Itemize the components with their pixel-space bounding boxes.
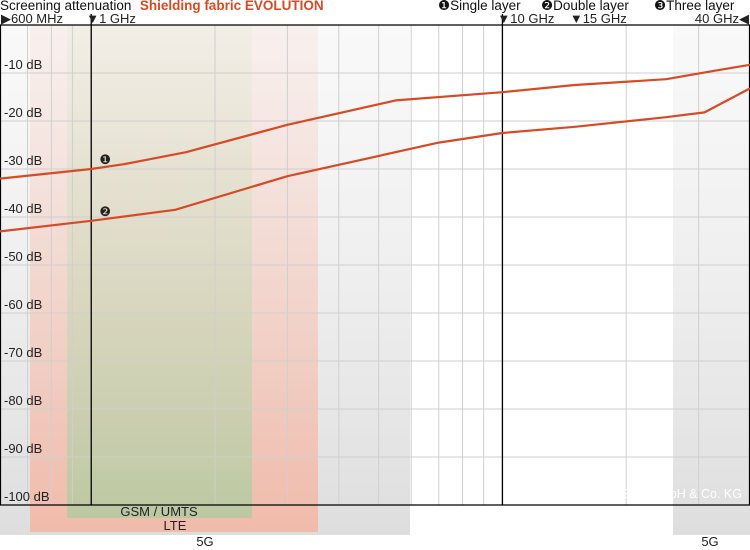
y-tick-label: -80 dB	[4, 393, 42, 408]
legend-label-single: Single layer	[450, 0, 521, 13]
y-axis-ticks: -10 dB -20 dB -30 dB -40 dB -50 dB -60 dB -70 …	[4, 57, 50, 504]
band-label-gsm-umts: GSM / UMTS	[120, 504, 198, 519]
legend-entry-single: ❶Single layer	[438, 0, 521, 13]
y-tick-label: -90 dB	[4, 441, 42, 456]
chart-title: Screening attenuation Shielding fabric E…	[0, 0, 324, 14]
series-marker-1: ❶	[99, 152, 111, 167]
band-footer	[0, 505, 750, 550]
legend-label-double: Double layer	[553, 0, 629, 13]
y-tick-label: -70 dB	[4, 345, 42, 360]
frequency-markers: ▶600 MHz ▼1 GHz ▼10 GHz ▼15 GHz 40 GHz◀	[1, 11, 749, 505]
title-prefix: Screening attenuation	[0, 0, 131, 13]
band-label-5g-high: 5G	[701, 534, 718, 549]
y-tick-label: -40 dB	[4, 201, 42, 216]
y-tick-label: -20 dB	[4, 105, 42, 120]
y-tick-label: -30 dB	[4, 153, 42, 168]
legend-entry-three: ❸Three layer	[654, 0, 735, 13]
frequency-bands	[0, 25, 750, 550]
frequency-marker-label: ▼10 GHz	[497, 11, 554, 26]
title-product: Shielding fabric EVOLUTION	[140, 0, 324, 13]
legend-glyph-double: ❷	[541, 0, 553, 13]
band-label-lte: LTE	[164, 518, 187, 533]
series-marker-2: ❷	[99, 204, 111, 219]
grid	[0, 24, 750, 506]
band-gsm-umts	[67, 25, 252, 518]
band-label-5g-low: 5G	[196, 534, 213, 549]
legend-label-three: Three layer	[666, 0, 735, 13]
legend-entry-double: ❷Double layer	[541, 0, 629, 13]
band-5g-high	[673, 25, 750, 535]
y-tick-label: -50 dB	[4, 249, 42, 264]
frequency-marker-label: ▼1 GHz	[86, 11, 136, 26]
y-tick-label: -100 dB	[4, 489, 50, 504]
series-line-2	[0, 87, 750, 233]
legend-glyph-single: ❶	[438, 0, 450, 13]
legend-glyph-three: ❸	[654, 0, 666, 13]
legend: ❶Single layer ❷Double layer ❸Three layer	[438, 0, 735, 13]
series-line-1	[0, 63, 750, 180]
series: ❶❷	[0, 63, 750, 233]
frequency-marker-label: ▼15 GHz	[570, 11, 627, 26]
frequency-marker-label: ▶600 MHz	[1, 11, 63, 26]
y-tick-label: -10 dB	[4, 57, 42, 72]
y-tick-label: -60 dB	[4, 297, 42, 312]
frequency-marker-label: 40 GHz◀	[695, 11, 749, 26]
copyright-notice: © YSHIELD GmbH & Co. KG	[580, 487, 742, 501]
